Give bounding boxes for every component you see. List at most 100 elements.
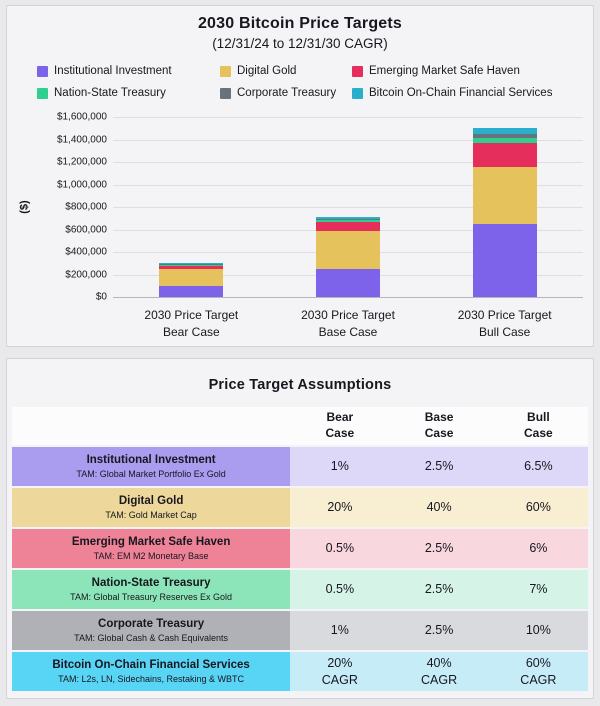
- value-text: 1%: [330, 623, 349, 638]
- chart-legend: Institutional Investment Digital Gold Emer…: [37, 65, 593, 99]
- bar-segment: [159, 264, 224, 266]
- bar-segment: [316, 218, 380, 220]
- value-text: 6%: [529, 541, 548, 556]
- header-line2: Case: [524, 426, 553, 440]
- y-tick-label: $400,000: [65, 246, 107, 258]
- bar-segment: [316, 217, 380, 219]
- gridline: [113, 117, 583, 118]
- legend-item: Institutional Investment: [37, 65, 220, 77]
- table-row: Corporate Treasury TAM: Global Cash & Cas…: [12, 611, 588, 650]
- x-label-line1: 2030 Price Target: [301, 308, 395, 322]
- row-label-cell: Digital Gold TAM: Gold Market Cap: [12, 488, 291, 527]
- row-value-cell: 20%: [290, 488, 390, 527]
- header-cell: Bull Case: [489, 407, 588, 445]
- y-tick-label: $1,200,000: [56, 156, 107, 168]
- row-tam: TAM: Global Market Portfolio Ex Gold: [76, 469, 226, 480]
- bar-segment: [472, 142, 537, 167]
- bar-segment: [472, 138, 537, 143]
- header-line1: Base: [424, 410, 454, 425]
- legend-item-label: Corporate Treasury: [237, 87, 337, 99]
- y-axis-ticks: $0 $200,000 $400,000 $600,000 $800,000 $1,000…: [35, 112, 113, 303]
- y-tick-label: $1,000,000: [56, 179, 107, 190]
- value-text: 60%: [525, 656, 551, 671]
- row-value-cell: 40% CAGR: [389, 652, 489, 691]
- legend-item: Bitcoin On-Chain Financial Services: [352, 87, 593, 99]
- row-value-cell: 60% CAGR: [488, 652, 588, 691]
- value-text: 60%: [525, 500, 551, 515]
- table-header-row: Bear Case Base Case Bull Case: [12, 407, 588, 445]
- row-tam: TAM: Gold Market Cap: [105, 510, 197, 521]
- legend-item-label: Nation-State Treasury: [54, 87, 166, 99]
- row-tam: TAM: Global Treasury Reserves Ex Gold: [70, 592, 233, 603]
- value-text: 20%: [327, 656, 353, 671]
- legend-swatch-icon: [220, 65, 231, 77]
- y-tick-label: $200,000: [65, 269, 107, 280]
- x-label-line2: Bull Case: [479, 324, 531, 339]
- x-label-line1: 2030 Price Target: [144, 308, 239, 322]
- row-value-cell: 60%: [488, 488, 588, 527]
- legend-item: Emerging Market Safe Haven: [352, 65, 593, 77]
- y-tick-label: $1,600,000: [56, 111, 107, 123]
- bar-segment: [159, 265, 224, 269]
- row-value-cell: 0.5%: [290, 529, 390, 568]
- chart-area: ($) $0 $200,000 $400,000 $600,000 $800,000 $1…: [15, 112, 583, 303]
- bar-segment: [316, 219, 380, 222]
- bar-segment: [159, 268, 224, 287]
- value-text: 2.5%: [424, 459, 454, 474]
- chart-title: 2030 Bitcoin Price Targets: [197, 15, 403, 32]
- value-text: 2.5%: [424, 582, 454, 597]
- bar-segment: [472, 223, 537, 297]
- row-value-cell: 6%: [488, 529, 588, 568]
- row-value-cell: 2.5%: [389, 570, 489, 609]
- row-label-cell: Nation-State Treasury TAM: Global Treasur…: [12, 570, 291, 609]
- value-text: 0.5%: [325, 582, 355, 597]
- value-text: 40%: [426, 656, 452, 671]
- value-text: 10%: [525, 623, 551, 638]
- header-cell: Bear Case: [290, 407, 389, 445]
- value-text: 6.5%: [524, 459, 553, 474]
- bar-segment: [159, 286, 224, 297]
- legend-item: Corporate Treasury: [220, 87, 352, 99]
- bar-slot: [426, 117, 583, 297]
- row-name: Institutional Investment: [86, 453, 216, 466]
- legend-swatch-icon: [37, 65, 48, 77]
- row-label-cell: Emerging Market Safe Haven TAM: EM M2 Mon…: [12, 529, 291, 568]
- bar-slot: [270, 117, 427, 297]
- header-line1: Bull: [527, 410, 550, 425]
- gridline: [113, 184, 583, 186]
- row-value-cell: 1%: [290, 447, 390, 486]
- bar-segment: [159, 263, 224, 265]
- legend-swatch-icon: [352, 87, 363, 99]
- table-row: Nation-State Treasury TAM: Global Treasur…: [12, 570, 588, 609]
- y-tick-label: $600,000: [65, 224, 107, 235]
- value-text: 40%: [426, 500, 452, 515]
- row-tam: TAM: L2s, LN, Sidechains, Restaking & WB…: [58, 674, 245, 685]
- header-line1: Bear: [326, 410, 354, 425]
- y-axis-label: ($): [18, 200, 31, 214]
- row-value-cell: 0.5%: [290, 570, 390, 609]
- row-value-cell: 7%: [488, 570, 588, 609]
- x-axis-labels: 2030 Price Target Bear Case 2030 Price Tar…: [113, 307, 583, 341]
- row-tam: TAM: Global Cash & Cash Equivalents: [74, 633, 229, 644]
- y-tick-label: $0: [95, 291, 107, 303]
- stacked-bar: [159, 263, 224, 297]
- x-label-line2: Base Case: [318, 324, 378, 339]
- table-row: Bitcoin On-Chain Financial Services TAM: …: [12, 652, 588, 691]
- y-tick-label: $800,000: [65, 201, 107, 213]
- value-suffix: CAGR: [421, 672, 458, 687]
- bar-segment: [316, 269, 380, 297]
- header-line2: Case: [424, 426, 454, 440]
- y-tick-label: $1,400,000: [56, 134, 107, 145]
- row-name: Emerging Market Safe Haven: [71, 535, 231, 548]
- row-value-cell: 2.5%: [389, 529, 489, 568]
- row-value-cell: 6.5%: [488, 447, 588, 486]
- value-text: 1%: [330, 459, 349, 474]
- row-label-cell: Institutional Investment TAM: Global Mark…: [12, 447, 291, 486]
- value-text: 2.5%: [424, 623, 454, 638]
- price-targets-chart-panel: 2030 Bitcoin Price Targets (12/31/24 to …: [6, 5, 594, 347]
- plot-area: [113, 117, 583, 298]
- row-name: Bitcoin On-Chain Financial Services: [52, 658, 250, 671]
- value-suffix: CAGR: [321, 672, 358, 687]
- header-line2: Case: [325, 426, 355, 440]
- bar-segment: [472, 128, 537, 134]
